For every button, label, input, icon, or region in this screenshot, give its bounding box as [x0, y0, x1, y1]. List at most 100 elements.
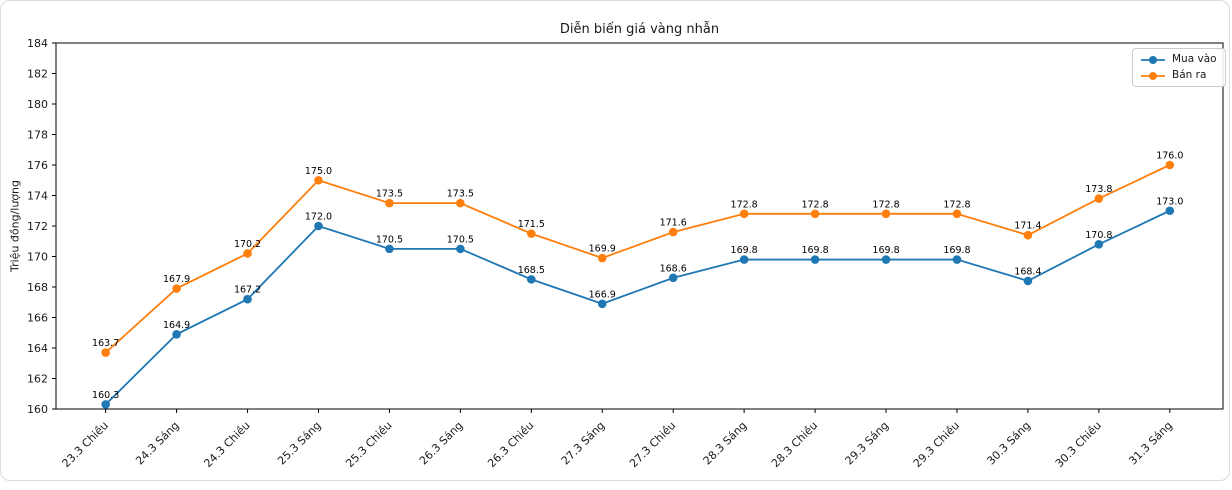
point-ban-ra-7	[597, 253, 607, 263]
point-label-mua-vao-8: 168.6	[660, 263, 687, 274]
y-axis-label: Triệu đồng/lượng	[8, 179, 22, 273]
point-ban-ra-5	[456, 198, 465, 208]
x-tick-label: 26.3 Sáng	[417, 419, 466, 468]
y-tick-label: 164	[27, 342, 48, 355]
point-mua-vao-6	[527, 275, 536, 284]
x-tick-label: 24.3 Chiều	[201, 419, 252, 470]
legend-marker-mua-vao	[1141, 55, 1165, 64]
point-mua-vao-5	[456, 244, 465, 254]
point-label-mua-vao-13: 168.4	[1014, 266, 1041, 277]
point-label-ban-ra-11: 172.8	[872, 199, 899, 210]
x-tick-label: 23.3 Chiều	[60, 419, 111, 470]
x-tick-label: 25.3 Chiều	[343, 419, 394, 470]
x-tick-label: 24.3 Sáng	[133, 419, 182, 468]
point-label-mua-vao-2: 167.2	[234, 285, 261, 296]
legend-item-mua-vao: Mua vào	[1140, 53, 1217, 66]
point-ban-ra-11	[881, 209, 891, 219]
x-tick-label: 25.3 Sáng	[275, 419, 324, 468]
point-ban-ra-10	[810, 209, 820, 219]
point-ban-ra-4	[385, 198, 394, 208]
point-label-ban-ra-7: 169.9	[589, 244, 616, 255]
x-tick-label: 26.3 Chiều	[485, 419, 536, 470]
y-tick-label: 184	[27, 37, 48, 50]
point-mua-vao-4	[385, 244, 394, 254]
legend-label-mua-vao: Mua vào	[1172, 53, 1217, 65]
point-mua-vao-0	[101, 400, 110, 409]
point-mua-vao-3	[314, 221, 323, 231]
x-tick-label: 27.3 Chiều	[627, 419, 678, 470]
point-label-mua-vao-11: 169.8	[872, 245, 899, 256]
x-tick-label: 29.3 Sáng	[843, 419, 892, 468]
legend: Mua vào Bán ra	[1132, 48, 1226, 87]
point-ban-ra-15	[1165, 160, 1175, 170]
chart-title: Diễn biến giá vàng nhẫn	[559, 22, 720, 37]
point-label-mua-vao-0: 160.3	[92, 390, 119, 401]
point-ban-ra-8	[668, 227, 678, 237]
point-label-mua-vao-5: 170.5	[447, 234, 474, 245]
point-label-ban-ra-5: 173.5	[447, 189, 474, 200]
point-ban-ra-2	[243, 249, 252, 258]
point-label-mua-vao-9: 169.8	[731, 245, 758, 256]
y-tick-label: 172	[27, 220, 48, 233]
point-mua-vao-7	[597, 299, 607, 309]
point-mua-vao-14	[1094, 240, 1104, 249]
point-label-ban-ra-1: 167.9	[163, 274, 190, 285]
x-tick-label: 28.3 Chiều	[769, 419, 820, 470]
point-label-ban-ra-13: 171.4	[1014, 221, 1041, 232]
line-mua-vao	[105, 209, 1171, 406]
line-ban-ra	[105, 164, 1171, 354]
point-label-ban-ra-10: 172.8	[801, 199, 828, 210]
point-label-ban-ra-14: 173.8	[1085, 184, 1112, 195]
point-label-ban-ra-6: 171.5	[518, 219, 545, 230]
point-label-ban-ra-3: 175.0	[305, 166, 332, 177]
point-mua-vao-8	[668, 273, 678, 283]
x-tick-label: 31.3 Sáng	[1126, 419, 1175, 468]
point-label-ban-ra-12: 172.8	[943, 199, 970, 210]
point-ban-ra-13	[1023, 230, 1033, 240]
y-tick-label: 168	[27, 281, 48, 294]
point-mua-vao-1	[172, 329, 181, 339]
point-ban-ra-0	[101, 348, 110, 357]
point-ban-ra-1	[172, 284, 181, 293]
point-mua-vao-15	[1165, 206, 1175, 216]
y-tick-label: 166	[27, 311, 48, 324]
y-tick-label: 170	[27, 250, 48, 263]
point-label-mua-vao-3: 172.0	[305, 212, 332, 223]
x-tick-label: 29.3 Chiều	[911, 419, 962, 470]
point-mua-vao-11	[881, 255, 891, 264]
point-label-ban-ra-2: 170.2	[234, 239, 261, 250]
legend-item-ban-ra: Bán ra	[1140, 69, 1217, 82]
x-tick-label: 30.3 Sáng	[984, 419, 1033, 468]
point-label-mua-vao-1: 164.9	[163, 320, 190, 331]
point-mua-vao-9	[739, 255, 749, 264]
point-label-mua-vao-12: 169.8	[943, 245, 970, 256]
y-tick-label: 174	[27, 189, 48, 202]
y-tick-label: 182	[27, 67, 48, 80]
axes-frame	[55, 42, 1224, 410]
point-label-ban-ra-9: 172.8	[731, 199, 758, 210]
point-label-ban-ra-15: 176.0	[1156, 151, 1183, 162]
y-tick-label: 162	[27, 372, 48, 385]
point-mua-vao-13	[1023, 276, 1033, 286]
x-tick-label: 30.3 Chiều	[1053, 419, 1104, 470]
point-label-mua-vao-6: 168.5	[518, 265, 545, 276]
plot-area: 160 162 164 166 168 170 172 174 176 178 180 182 184 2…	[27, 37, 1224, 470]
point-label-mua-vao-15: 173.0	[1156, 196, 1183, 207]
y-tick-label: 176	[27, 159, 48, 172]
point-ban-ra-3	[314, 175, 323, 185]
point-ban-ra-9	[739, 209, 749, 219]
point-label-mua-vao-10: 169.8	[801, 245, 828, 256]
y-tick-label: 180	[27, 98, 48, 111]
point-ban-ra-6	[527, 229, 536, 238]
point-label-ban-ra-4: 173.5	[376, 189, 403, 200]
point-mua-vao-2	[243, 294, 252, 304]
legend-marker-ban-ra	[1141, 71, 1165, 80]
legend-label-ban-ra: Bán ra	[1172, 69, 1207, 81]
y-tick-label: 160	[27, 403, 48, 416]
point-label-mua-vao-7: 166.9	[589, 289, 616, 300]
point-label-mua-vao-4: 170.5	[376, 234, 403, 245]
point-label-mua-vao-14: 170.8	[1085, 230, 1112, 241]
point-mua-vao-10	[810, 255, 820, 264]
x-tick-label: 27.3 Sáng	[559, 419, 608, 468]
